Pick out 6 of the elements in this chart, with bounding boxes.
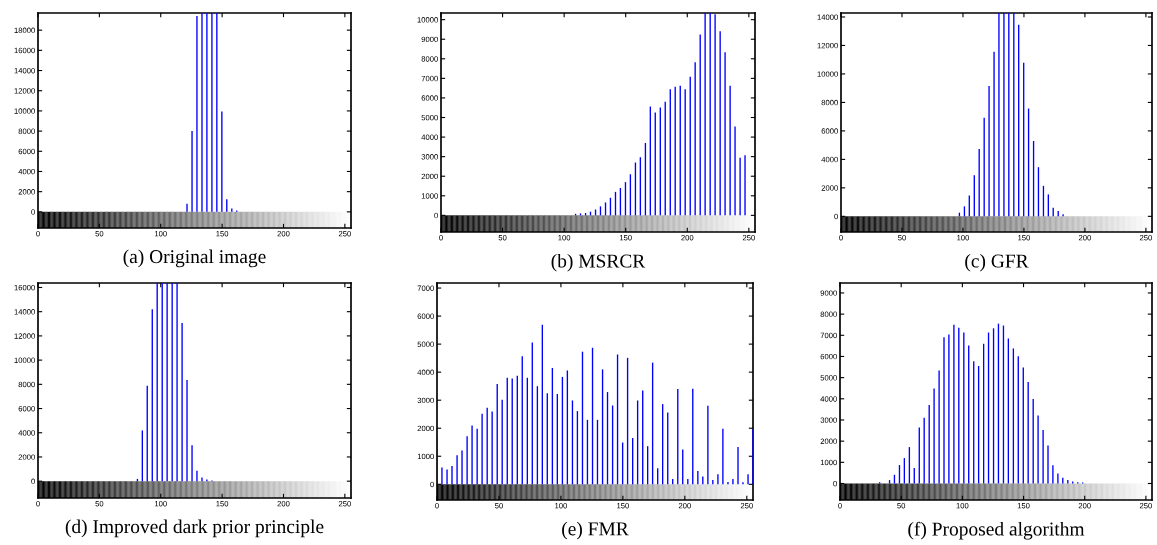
- text: (e) FMR: [562, 521, 629, 540]
- text: (a) Original image: [123, 249, 266, 268]
- text: (b) MSRCR: [551, 253, 646, 272]
- text: (c) GFR: [965, 253, 1029, 272]
- text: (f) Proposed algorithm: [908, 521, 1085, 540]
- text: (d) Improved dark prior principle: [65, 519, 324, 538]
